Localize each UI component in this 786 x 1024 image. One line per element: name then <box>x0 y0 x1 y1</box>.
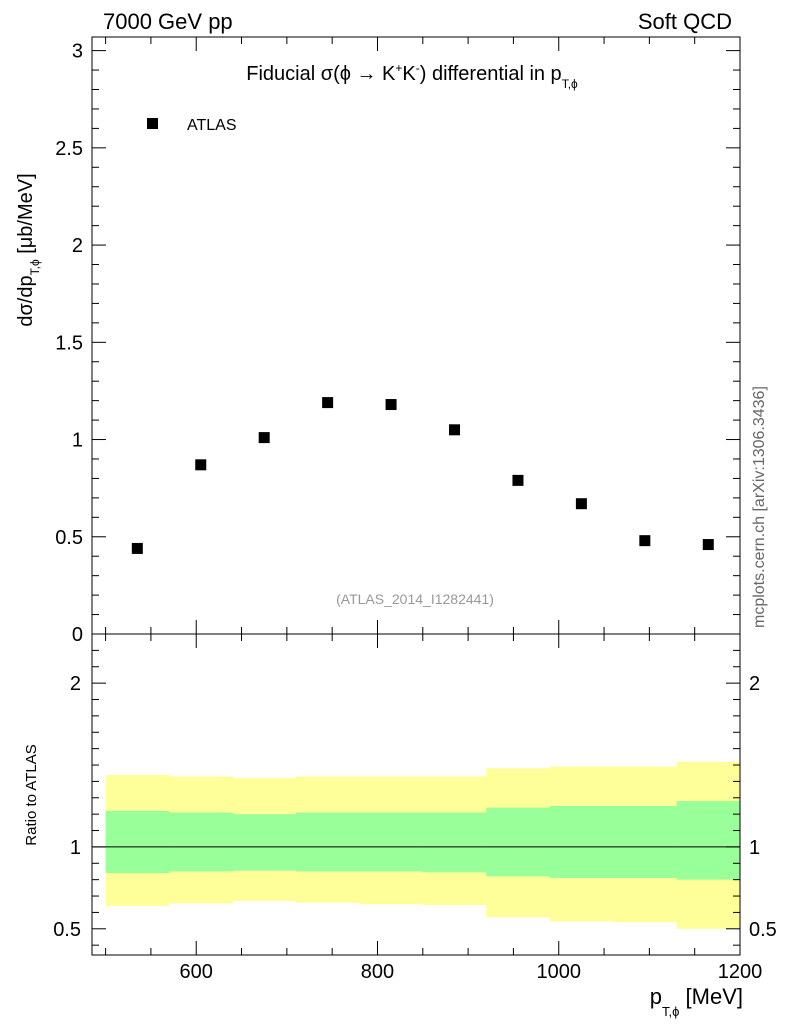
ratio-y-ticks: 0.5 0.5 1 1 2 2 <box>53 649 777 946</box>
ratio-y-tick-label-left: 1 <box>70 837 81 859</box>
header-category: Soft QCD <box>638 9 732 34</box>
ratio-y-tick-label-left: 0.5 <box>53 919 81 941</box>
x-axis-label-suffix: [MeV] <box>679 984 743 1009</box>
inner-band-segment <box>105 810 170 874</box>
y-tick-label: 1 <box>72 430 83 452</box>
inner-band-segment <box>676 801 741 880</box>
data-point <box>512 474 524 486</box>
data-point <box>258 432 270 444</box>
main-y-ticks: 0 0.5 1 1.5 2 2.5 3 <box>55 41 740 646</box>
x-tick-label: 800 <box>361 961 394 983</box>
x-tick-label: 600 <box>180 961 213 983</box>
data-point <box>702 539 714 551</box>
chart-title-mid: K <box>402 63 416 85</box>
inner-band-segment <box>486 807 551 877</box>
ratio-y-label: Ratio to ATLAS <box>23 744 40 845</box>
y-axis-label-suffix: [μb/MeV] <box>15 173 37 259</box>
chart-title-sup2: - <box>416 61 420 75</box>
chart-title-sub: T,ϕ <box>562 77 578 91</box>
legend-marker <box>147 118 158 129</box>
legend-label: ATLAS <box>187 117 237 134</box>
ratio-plot-frame <box>91 633 741 956</box>
data-point <box>195 459 207 471</box>
ratio-panel: 0.5 0.5 1 1 2 2 Ratio to ATLAS <box>23 633 777 956</box>
side-label: mcplots.cern.ch [arXiv:1306.3436] <box>751 386 768 628</box>
x-axis-label-sub: T,ϕ <box>662 1004 679 1019</box>
inner-band-segment <box>422 812 487 873</box>
chart-title-sup1: + <box>395 61 402 75</box>
data-point <box>385 399 397 411</box>
ratio-y-tick-label-right: 2 <box>749 673 760 695</box>
main-panel: Fiducial σ(ϕ → K+K-) differential in pT,… <box>15 36 741 646</box>
chart-title: Fiducial σ(ϕ → K+K-) differential in pT,… <box>246 61 578 91</box>
inner-band-segment <box>549 805 614 879</box>
inner-band-segment <box>613 805 678 879</box>
main-x-ticks <box>105 37 741 634</box>
analysis-id: (ATLAS_2014_I1282441) <box>336 591 494 607</box>
inner-band <box>105 801 741 880</box>
y-tick-label: 3 <box>72 41 83 63</box>
data-points <box>131 397 714 554</box>
data-point <box>131 542 143 554</box>
chart-title-prefix: Fiducial σ(ϕ → K <box>246 63 396 85</box>
ratio-y-tick-label-right: 1 <box>749 837 760 859</box>
inner-band-segment <box>232 814 297 871</box>
ratio-x-ticks <box>105 634 741 955</box>
data-point <box>322 397 334 409</box>
y-tick-label: 2 <box>72 235 83 257</box>
ratio-y-tick-label-right: 0.5 <box>749 919 777 941</box>
y-tick-label: 0.5 <box>55 527 83 549</box>
x-axis-label-prefix: p <box>650 984 662 1009</box>
header-energy: 7000 GeV pp <box>103 9 233 34</box>
inner-band-segment <box>359 812 424 872</box>
y-tick-label: 1.5 <box>55 332 83 354</box>
inner-band-segment <box>169 812 233 872</box>
y-axis-label-sub: T,ϕ <box>28 259 42 275</box>
y-tick-label: 0 <box>72 624 83 646</box>
y-axis-label-prefix: dσ/dp <box>15 275 37 326</box>
data-point <box>449 424 461 436</box>
x-axis-label: pT,ϕ [MeV] <box>650 984 743 1019</box>
y-axis-label: dσ/dpT,ϕ [μb/MeV] <box>15 173 42 326</box>
x-tick-labels: 600 800 1000 1200 <box>180 961 763 983</box>
y-tick-label: 2.5 <box>55 138 83 160</box>
data-point <box>639 535 651 547</box>
inner-band-segment <box>295 812 360 872</box>
x-tick-label: 1200 <box>718 961 763 983</box>
chart-title-suffix: ) differential in p <box>420 63 562 85</box>
data-point <box>575 498 587 510</box>
x-tick-label: 1000 <box>536 961 581 983</box>
ratio-y-tick-label-left: 2 <box>70 673 81 695</box>
